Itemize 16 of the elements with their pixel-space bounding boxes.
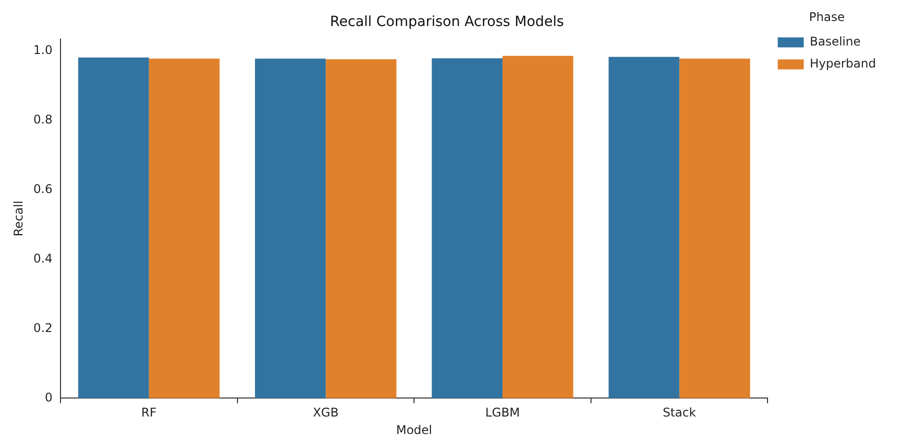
y-tick-label: 0.6 (33, 182, 52, 196)
x-tick-label: XGB (312, 406, 339, 420)
y-axis-title: Recall (11, 200, 26, 236)
x-axis-title: Model (396, 422, 432, 437)
y-tick-label: 0.4 (33, 251, 52, 266)
x-tick-label: RF (141, 406, 157, 420)
chart-title: Recall Comparison Across Models (330, 14, 564, 30)
y-tick-label: 1.0 (33, 43, 52, 58)
y-tick-label: 0 (44, 390, 52, 404)
y-tick-label: 0.8 (33, 112, 52, 127)
legend-label: Hyperband (810, 56, 876, 71)
y-tick-label: 0.2 (33, 320, 52, 335)
legend-label: Baseline (810, 34, 861, 49)
x-tick-label: LGBM (485, 406, 520, 420)
x-tick-label: Stack (662, 406, 696, 420)
legend-title: Phase (808, 10, 845, 24)
